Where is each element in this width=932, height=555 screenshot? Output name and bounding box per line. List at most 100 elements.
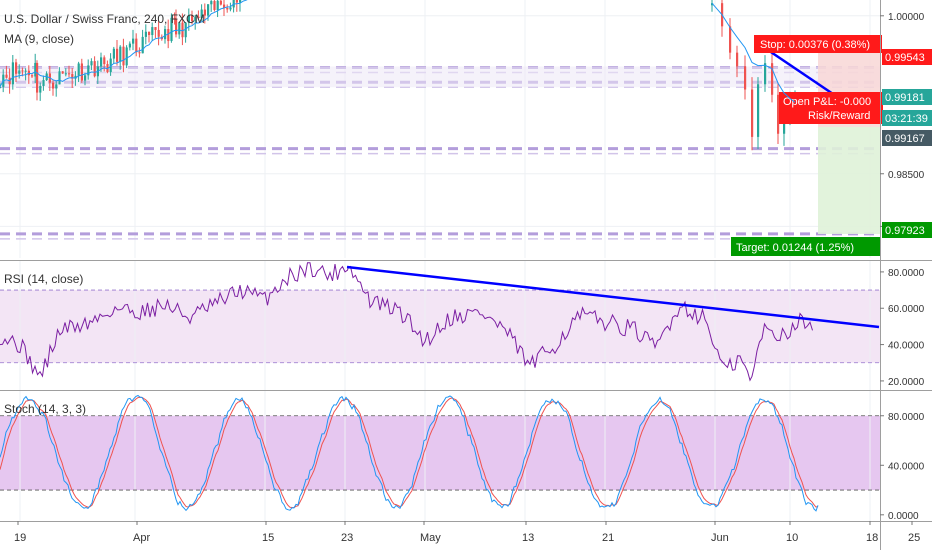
candle-body-71 bbox=[223, 4, 226, 9]
candle-body-47 bbox=[148, 31, 151, 36]
stoch-title: Stoch (14, 3, 3) bbox=[4, 402, 86, 416]
stoch-tick-1: 40.0000 bbox=[888, 461, 925, 472]
candle-body-81 bbox=[711, 3, 714, 6]
candle-body-84 bbox=[736, 52, 739, 67]
candle-body-90 bbox=[777, 94, 780, 134]
candle-body-23 bbox=[71, 74, 74, 79]
rsi-pane[interactable]: RSI (14, close) bbox=[0, 261, 880, 390]
current-price-tag: 0.99181 bbox=[882, 89, 932, 105]
candle-body-43 bbox=[135, 38, 138, 53]
rsi-tick-0: 80.0000 bbox=[888, 268, 925, 279]
candle-body-56 bbox=[175, 18, 178, 35]
candle-body-53 bbox=[167, 29, 170, 42]
rsi-title: RSI (14, close) bbox=[4, 272, 83, 286]
candle-body-91 bbox=[783, 115, 786, 134]
candle-body-88 bbox=[764, 63, 767, 85]
candle-body-49 bbox=[154, 27, 157, 30]
candle-body-41 bbox=[128, 43, 131, 48]
horizontal-levels[interactable] bbox=[0, 66, 880, 240]
candle-body-40 bbox=[125, 47, 128, 66]
open-pnl-text: Open P&L: -0.000 bbox=[783, 96, 871, 108]
candle-body-0 bbox=[0, 86, 2, 88]
candle-body-83 bbox=[729, 26, 732, 53]
time-label-4: May bbox=[420, 532, 441, 544]
stop-label[interactable]: Stop: 0.00376 (0.38%) bbox=[754, 35, 882, 53]
main-tick-0: 1.00000 bbox=[888, 12, 925, 23]
candle-body-26 bbox=[80, 63, 83, 81]
target-label[interactable]: Target: 0.01244 (1.25%) bbox=[731, 237, 881, 256]
candle-body-35 bbox=[109, 58, 112, 73]
ma-line bbox=[0, 0, 248, 88]
time-label-7: Jun bbox=[711, 532, 729, 544]
price-pane[interactable]: Stop: 0.00376 (0.38%) Open P&L: -0.000 R… bbox=[0, 0, 883, 258]
symbol-title: U.S. Dollar / Swiss Franc, 240, FXCM bbox=[4, 12, 205, 26]
time-label-1: Apr bbox=[133, 532, 150, 544]
main-tick-1: 0.98500 bbox=[888, 170, 925, 181]
stoch-band bbox=[0, 415, 880, 491]
candle-body-59 bbox=[184, 22, 187, 38]
candle-body-37 bbox=[116, 48, 119, 62]
candle-body-20 bbox=[61, 71, 64, 74]
candle-body-25 bbox=[77, 63, 80, 76]
candle-body-10 bbox=[31, 75, 34, 77]
price-scale[interactable]: 1.000000.985000.9800080.000060.000040.00… bbox=[880, 0, 932, 550]
candle-body-18 bbox=[55, 84, 58, 89]
candle-body-50 bbox=[157, 29, 160, 37]
candle-body-76 bbox=[239, 0, 242, 3]
target-text: Target: 0.01244 (1.25%) bbox=[736, 242, 854, 254]
candle-body-33 bbox=[103, 57, 106, 65]
candle-body-27 bbox=[84, 75, 87, 81]
svg-text:03:21:39: 03:21:39 bbox=[885, 113, 928, 125]
time-label-2: 15 bbox=[262, 532, 274, 544]
stoch-d-line bbox=[0, 396, 819, 509]
candle-body-60 bbox=[187, 15, 190, 23]
candle-body-75 bbox=[235, 0, 238, 3]
candle-body-5 bbox=[15, 62, 18, 74]
candle-body-55 bbox=[173, 17, 176, 19]
ma-legend: MA (9, close) bbox=[4, 32, 74, 46]
stop-price-tag: 0.99543 bbox=[882, 49, 932, 65]
time-label-5: 13 bbox=[522, 532, 534, 544]
stop-text: Stop: 0.00376 (0.38%) bbox=[760, 39, 870, 51]
candle-body-89 bbox=[771, 63, 774, 95]
svg-text:0.99167: 0.99167 bbox=[885, 133, 925, 145]
candle-body-61 bbox=[191, 15, 194, 22]
candle-body-44 bbox=[138, 52, 141, 54]
candle-body-30 bbox=[93, 61, 96, 77]
ma-line-right bbox=[711, 2, 796, 103]
candle-body-29 bbox=[90, 61, 93, 66]
candle-body-66 bbox=[207, 4, 210, 16]
stoch-tick-0: 80.0000 bbox=[888, 412, 925, 423]
candle-body-70 bbox=[219, 0, 222, 5]
time-label-10: 25 bbox=[908, 532, 920, 544]
open-pnl-label[interactable]: Open P&L: -0.000 Risk/Reward bbox=[779, 92, 883, 124]
candle-body-65 bbox=[203, 9, 206, 16]
time-label-3: 23 bbox=[341, 532, 353, 544]
candle-body-7 bbox=[21, 70, 24, 72]
time-label-8: 10 bbox=[786, 532, 798, 544]
candle-body-87 bbox=[757, 84, 760, 137]
time-label-0: 19 bbox=[14, 532, 26, 544]
time-axis[interactable]: 19 Apr 15 23 May 13 21 Jun 10 18 25 bbox=[14, 521, 920, 544]
countdown-tag: 03:21:39 bbox=[882, 110, 932, 126]
svg-text:0.99543: 0.99543 bbox=[885, 52, 925, 64]
candle-body-45 bbox=[141, 36, 144, 54]
rsi-trendline[interactable] bbox=[346, 265, 880, 329]
target-zone[interactable] bbox=[818, 127, 880, 234]
candle-body-86 bbox=[751, 89, 754, 137]
candle-body-67 bbox=[210, 1, 213, 5]
rsi-tick-1: 60.0000 bbox=[888, 304, 925, 315]
stoch-pane[interactable]: Stoch (14, 3, 3) bbox=[0, 391, 880, 521]
candle-body-54 bbox=[170, 17, 173, 42]
candle-body-58 bbox=[181, 22, 184, 38]
time-label-9: 18 bbox=[866, 532, 878, 544]
candle-body-17 bbox=[52, 82, 55, 89]
candle-body-69 bbox=[216, 0, 219, 10]
rsi-tick-2: 40.0000 bbox=[888, 341, 925, 352]
candle-body-11 bbox=[34, 62, 37, 77]
candle-body-21 bbox=[64, 73, 67, 75]
candle-body-39 bbox=[122, 46, 125, 66]
candle-body-46 bbox=[144, 31, 147, 37]
candle-body-28 bbox=[87, 65, 90, 76]
